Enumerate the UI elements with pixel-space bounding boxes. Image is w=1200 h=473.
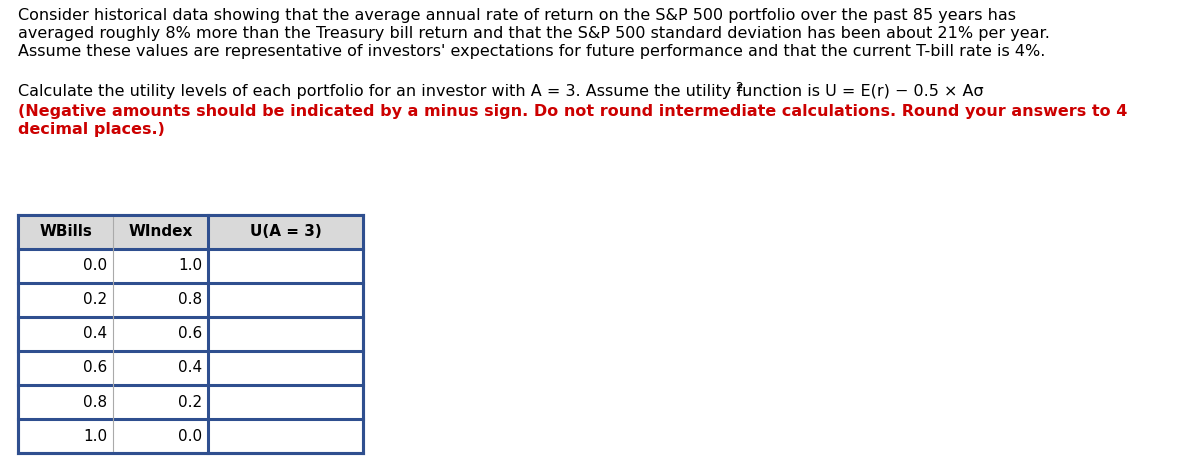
Text: 1.0: 1.0 — [83, 429, 107, 444]
Text: 0.6: 0.6 — [83, 360, 107, 376]
Text: Assume these values are representative of investors' expectations for future per: Assume these values are representative o… — [18, 44, 1045, 59]
Bar — [18, 215, 364, 249]
Text: .: . — [742, 84, 746, 99]
Text: 0.0: 0.0 — [83, 259, 107, 273]
Text: WIndex: WIndex — [128, 225, 193, 239]
Text: 0.0: 0.0 — [178, 429, 202, 444]
Text: WBills: WBills — [40, 225, 92, 239]
Text: 0.8: 0.8 — [83, 394, 107, 410]
Text: 0.4: 0.4 — [83, 326, 107, 342]
Bar — [18, 215, 364, 453]
Text: 0.6: 0.6 — [178, 326, 202, 342]
Text: Calculate the utility levels of each portfolio for an investor with A = 3. Assum: Calculate the utility levels of each por… — [18, 84, 984, 99]
Text: 1.0: 1.0 — [178, 259, 202, 273]
Text: 0.2: 0.2 — [178, 394, 202, 410]
Text: averaged roughly 8% more than the Treasury bill return and that the S&P 500 stan: averaged roughly 8% more than the Treasu… — [18, 26, 1050, 41]
Text: U(A = 3): U(A = 3) — [250, 225, 322, 239]
Text: 0.2: 0.2 — [83, 292, 107, 307]
Text: 0.8: 0.8 — [178, 292, 202, 307]
Text: 0.4: 0.4 — [178, 360, 202, 376]
Text: Consider historical data showing that the average annual rate of return on the S: Consider historical data showing that th… — [18, 8, 1016, 23]
Text: decimal places.): decimal places.) — [18, 122, 164, 137]
Text: 2: 2 — [734, 81, 743, 94]
Text: (Negative amounts should be indicated by a minus sign. Do not round intermediate: (Negative amounts should be indicated by… — [18, 104, 1127, 119]
